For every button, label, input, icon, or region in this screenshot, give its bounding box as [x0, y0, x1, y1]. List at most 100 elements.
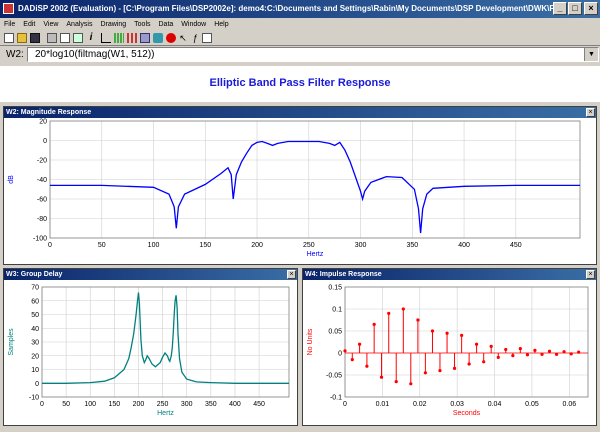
x-tick-label: 350 [406, 242, 418, 249]
stem-marker [372, 322, 376, 326]
new-file-icon[interactable] [4, 33, 14, 43]
close-button[interactable]: × [584, 2, 598, 15]
panel-close-button[interactable]: × [287, 270, 296, 279]
chevron-down-icon[interactable]: ▼ [584, 48, 598, 61]
stem-marker [343, 349, 347, 353]
menu-window[interactable]: Window [181, 21, 207, 28]
print-preview-icon[interactable] [60, 33, 70, 43]
stem-marker [409, 382, 413, 386]
menu-edit[interactable]: Edit [23, 21, 36, 28]
menu-analysis[interactable]: Analysis [66, 21, 93, 28]
zoom-icon[interactable] [153, 33, 163, 43]
y-tick-label: -60 [37, 197, 47, 204]
x-tick-label: 250 [157, 401, 169, 408]
x-tick-label: 0.03 [450, 401, 464, 408]
y-tick-label: -0.05 [326, 373, 342, 380]
x-tick-label: 0 [40, 401, 44, 408]
y-axis-label: No Units [307, 328, 314, 355]
menu-file[interactable]: File [4, 21, 16, 28]
stem-marker [482, 360, 486, 364]
image-icon[interactable] [140, 33, 150, 43]
x-tick-label: 200 [251, 242, 263, 249]
formula-text: 20*log10(filtmag(W1, 512)) [35, 49, 155, 60]
x-tick-label: 0 [343, 401, 347, 408]
minimize-button[interactable]: _ [553, 2, 567, 15]
x-tick-label: 150 [109, 401, 121, 408]
series-line [50, 140, 580, 234]
y-tick-label: 0.05 [328, 329, 342, 336]
x-tick-label: 350 [205, 401, 217, 408]
y-tick-label: -80 [37, 216, 47, 223]
stem-marker [533, 348, 537, 352]
document-icon[interactable] [202, 33, 212, 43]
stem-marker [423, 371, 427, 375]
impulse-response-window[interactable]: W4: Impulse Response × 0 0.01 0.02 0.03 0.04… [302, 268, 597, 426]
window-title-bar: W2: Magnitude Response [4, 107, 596, 118]
formula-window-label: W2: [6, 49, 24, 60]
stem-marker [474, 342, 479, 346]
formula-input[interactable]: 20*log10(filtmag(W1, 512)) ▼ [27, 47, 599, 62]
y-tick-label: 50 [31, 312, 39, 319]
save-icon[interactable] [30, 33, 40, 43]
x-tick-label: 250 [303, 242, 315, 249]
magnitude-response-window[interactable]: W2: Magnitude Response × 0 50 100 150 200 250… [3, 106, 597, 265]
stem-marker [467, 362, 471, 366]
toolbar: i ↖ ƒ [0, 31, 600, 46]
stem-marker [569, 352, 573, 356]
x-axis-label: Seconds [453, 410, 481, 417]
y-tick-label: 0 [43, 138, 47, 145]
x-tick-label: 300 [355, 242, 367, 249]
y-tick-label: -0.1 [330, 395, 342, 402]
x-tick-label: 0.02 [413, 401, 427, 408]
x-tick-label: 100 [84, 401, 96, 408]
maximize-button[interactable]: □ [568, 2, 582, 15]
y-tick-label: -10 [29, 395, 39, 402]
y-tick-label: 20 [31, 353, 39, 360]
x-axis-label: Hertz [157, 410, 174, 417]
view-icon[interactable] [73, 33, 83, 43]
function-icon[interactable]: ƒ [192, 33, 198, 43]
stem-marker [350, 358, 354, 362]
panel-close-button[interactable]: × [586, 108, 595, 117]
open-folder-icon[interactable] [17, 33, 27, 43]
menu-help[interactable]: Help [214, 21, 229, 28]
menu-data[interactable]: Data [158, 21, 174, 28]
y-tick-label: 0 [35, 381, 39, 388]
panel-close-button[interactable]: × [586, 270, 595, 279]
print-icon[interactable] [47, 33, 57, 43]
menu-tools[interactable]: Tools [134, 21, 151, 28]
stem-marker [452, 366, 457, 370]
y-tick-label: 60 [31, 298, 39, 305]
x-tick-label: 400 [229, 401, 241, 408]
stem-marker [577, 350, 581, 354]
magnitude-chart: 0 50 100 150 200 250 300 350 400 450200-20-40-60-… [8, 119, 581, 258]
group-delay-chart: 0 50 100 150 200 250 300 350 400 4507060504030201… [8, 285, 290, 417]
status-bar [0, 427, 600, 432]
stem-marker [445, 331, 449, 335]
app-icon[interactable] [3, 3, 14, 14]
x-tick-label: 450 [253, 401, 265, 408]
stop-icon[interactable] [166, 33, 176, 43]
panel-title: W3: Group Delay [6, 271, 63, 278]
plot-frame [41, 286, 290, 398]
window-title: DADiSP 2002 (Evaluation) - [C:\Program F… [18, 4, 558, 13]
y-tick-label: 0 [338, 351, 342, 358]
stem-marker [438, 369, 442, 373]
y-tick-label: 40 [31, 326, 39, 333]
stem-marker [394, 380, 398, 384]
plot-frame [344, 286, 589, 398]
window-title-bar: W3: Group Delay [4, 269, 297, 280]
bar-chart-icon[interactable] [127, 33, 137, 43]
line-graph-icon[interactable] [101, 33, 111, 43]
stem-marker [540, 352, 544, 356]
x-tick-label: 200 [133, 401, 145, 408]
menu-drawing[interactable]: Drawing [100, 21, 127, 28]
menu-view[interactable]: View [43, 21, 59, 28]
formula-bar: W2: 20*log10(filtmag(W1, 512)) ▼ [0, 46, 600, 64]
group-delay-window[interactable]: W3: Group Delay × 0 50 100 150 200 250 300 350 4… [3, 268, 298, 426]
x-tick-label: 0.06 [562, 401, 576, 408]
info-icon[interactable]: i [89, 32, 93, 43]
pointer-icon[interactable]: ↖ [179, 33, 187, 43]
grid-icon[interactable] [114, 33, 124, 43]
stem-marker [357, 342, 362, 346]
